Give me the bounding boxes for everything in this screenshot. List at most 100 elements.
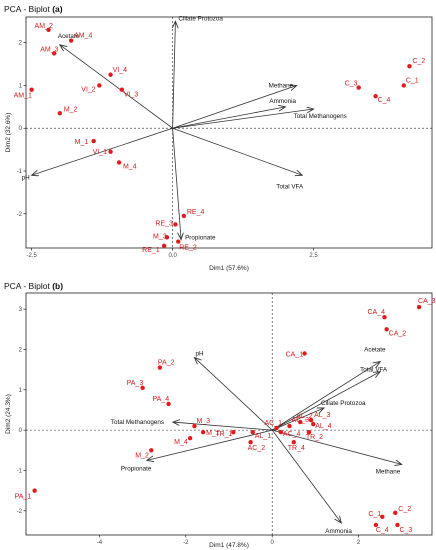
x-tick-label: -2.5 [26, 253, 37, 259]
loading-arrow-ph [194, 358, 273, 431]
y-tick-label: -1 [17, 468, 23, 474]
sample-label-tr-4: TR_4 [288, 445, 305, 452]
loading-label-total-vfa: Total VFA [360, 367, 388, 374]
sample-label-c-2: C_2 [412, 58, 425, 65]
panel-label: (b) [52, 281, 63, 291]
loading-arrow-total-vfa [272, 372, 380, 431]
sample-label-pa-3: PA_3 [127, 380, 144, 387]
loading-label-ph: pH [195, 351, 204, 358]
sample-label-c-1: C_1 [368, 511, 381, 518]
loading-arrow-total-methanogens [172, 109, 314, 129]
biplot-panel-b: PCA - Biplot (b) -4 -2 0 2 -2 -1 0 1 2 3 Dim1 (47.8… [4, 281, 436, 549]
sample-label-pa-2: PA_2 [158, 360, 175, 367]
sample-point-c-4 [373, 93, 378, 99]
sample-point-tr-2 [306, 429, 312, 435]
loading-label-ciliate-protozoa: Ciliate Protozoa [321, 400, 366, 407]
loading-label-propionate: Propionate [185, 234, 216, 241]
sample-point-ac-4 [278, 429, 284, 435]
y-tick-label: 2 [19, 347, 23, 353]
biplot-panel-a: PCA - Biplot (a) -2.5 0.0 2.5 -2 -1 0 1 2 Dim1 (5… [4, 4, 433, 272]
sample-label-m-3: M_3 [153, 233, 167, 240]
sample-label-pa-4: PA_4 [153, 396, 170, 403]
sample-label-ac-2: AC_2 [248, 445, 266, 452]
sample-point-tr-1 [231, 429, 236, 435]
y-axis-label: Dim2 (32.6%) [5, 113, 12, 153]
loading-label-total-methanogens: Total Methanogens [294, 113, 347, 120]
sample-label-al-2: AL_2 [296, 413, 312, 420]
sample-label-vi-3: VI_3 [124, 92, 139, 99]
loading-arrow-ciliate-protozoa [272, 408, 324, 431]
sample-label-pa-1: PA_1 [15, 494, 32, 501]
panel-label: (a) [52, 4, 63, 14]
plot-frame [25, 16, 433, 249]
sample-label-vi-2: VI_2 [81, 86, 96, 93]
plot-frame [25, 292, 433, 536]
sample-label-vi-4: VI_4 [113, 67, 128, 74]
sample-label-c-3: C_3 [345, 81, 358, 88]
sample-label-m-4: M_4 [174, 439, 188, 446]
loading-arrow-propionate [147, 429, 273, 460]
sample-point-re-1 [161, 243, 167, 249]
loading-label-methane: Methane [269, 82, 294, 89]
y-tick-label: -1 [17, 169, 23, 175]
loading-arrow-methane [272, 429, 402, 464]
sample-point-m-4 [187, 436, 193, 441]
sample-label-m-1: M_1 [75, 139, 89, 146]
sample-label-am-3: AM_3 [40, 46, 58, 53]
chart-title: PCA - Biplot (b) [4, 281, 63, 291]
sample-label-ca-2: CA_2 [389, 330, 407, 337]
loading-arrow-acetate [271, 362, 380, 431]
sample-label-al-4: AL_4 [315, 423, 331, 430]
sample-point-ac-3 [287, 423, 292, 429]
loading-arrow-propionate [172, 128, 181, 239]
sample-point-c-1 [401, 83, 407, 88]
sample-point-vi-3 [119, 87, 125, 92]
sample-point-ca-1 [302, 351, 307, 356]
x-tick-label: -2 [183, 540, 189, 546]
sample-label-ca-4: CA_4 [367, 309, 385, 316]
sample-label-m-2: M_2 [135, 452, 149, 459]
title-text: PCA - Biplot [4, 4, 52, 14]
sample-point-am-1 [29, 87, 34, 92]
sample-point-vi-4 [108, 72, 113, 77]
x-tick-label: 2.5 [309, 253, 318, 259]
sample-label-ac-1: AC_1 [265, 420, 283, 427]
loading-label-ammonia: Ammonia [269, 98, 296, 105]
sample-point-c-4 [373, 522, 379, 528]
sample-label-re-3: RE_3 [155, 220, 173, 227]
sample-point-re-3 [173, 222, 178, 227]
sample-point-al-2 [298, 419, 303, 425]
loading-arrow-total-vfa [172, 127, 303, 175]
sample-label-c-2: C_2 [398, 506, 411, 513]
sample-point-c-3 [356, 85, 361, 90]
sample-label-m-3: M_3 [196, 418, 210, 425]
loading-arrow-ph [32, 127, 173, 175]
sample-point-m-3 [164, 235, 170, 240]
loading-label-ph: pH [22, 174, 31, 181]
sample-point-re-2 [176, 239, 181, 244]
sample-label-vi-1: VI_1 [93, 149, 108, 156]
sample-point-ca-3 [416, 304, 422, 310]
sample-label-c-4: C_4 [376, 527, 389, 534]
loading-arrow-total-methanogens [173, 422, 273, 431]
sample-point-am-3 [51, 51, 57, 56]
sample-point-m-2 [149, 448, 154, 453]
sample-label-c-3: C_3 [399, 527, 412, 534]
sample-point-al-4 [311, 421, 316, 427]
loading-arrow-ciliate-protozoa [172, 21, 176, 129]
sample-label-m-4: M_4 [123, 163, 137, 170]
y-tick-label: 2 [19, 41, 23, 47]
sample-point-c-2 [393, 510, 398, 516]
sample-point-c-2 [407, 63, 412, 69]
loading-label-methane: Methane [376, 468, 401, 475]
sample-point-m-2 [57, 111, 63, 116]
sample-point-pa-1 [32, 488, 37, 493]
title-text: PCA - Biplot [4, 281, 52, 291]
sample-label-re-4: RE_4 [187, 209, 205, 216]
y-tick-label: 1 [19, 388, 23, 394]
x-axis-label: Dim1 (57.6%) [209, 265, 249, 272]
sample-label-al-1: AL_1 [255, 433, 271, 440]
loading-label-total-methanogens: Total Methanogens [111, 419, 164, 426]
sample-point-re-4 [181, 213, 187, 219]
